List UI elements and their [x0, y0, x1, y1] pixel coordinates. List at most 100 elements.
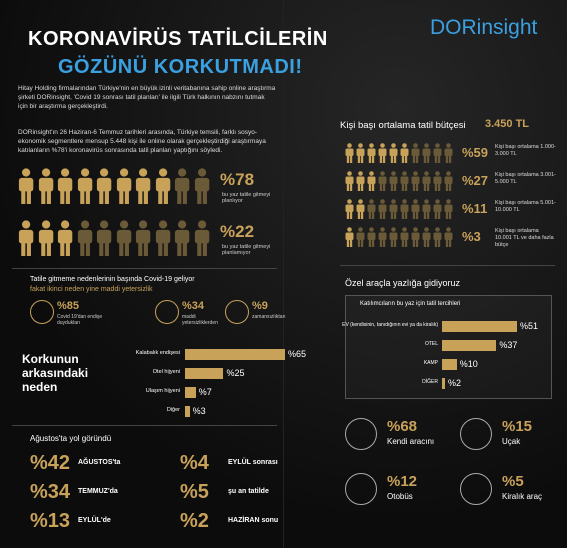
divider [340, 265, 555, 266]
person-icon [422, 227, 431, 247]
person-icon [116, 220, 131, 256]
budget-title: Kişi başı ortalama tatil bütçesi [340, 120, 466, 131]
budget-value: %3 [462, 229, 481, 244]
bar-label: OTEL [424, 341, 438, 347]
transport-icon [345, 418, 377, 450]
person-icon [367, 199, 376, 219]
person-icon [367, 227, 376, 247]
timing-value: %42 [30, 452, 71, 474]
transport-value: %68 [387, 418, 418, 435]
person-icon [96, 220, 112, 256]
brand: DORinsight [430, 16, 538, 39]
person-icon [378, 227, 387, 247]
bar-value: %65 [288, 349, 307, 359]
person-icon [18, 220, 34, 256]
reason-icon [225, 300, 249, 324]
timing-value: %5 [180, 481, 209, 503]
reason-value: %9 [252, 300, 268, 312]
person-icon [96, 168, 112, 204]
bar-value: %37 [499, 340, 518, 350]
reason-text: zamansızlıktan [252, 314, 286, 320]
person-icon [194, 168, 209, 204]
reason-text: maddi yetersizliklerden [182, 314, 218, 326]
title: KORONAVİRÜS TATİLCİLERİN [28, 28, 328, 50]
bar [442, 359, 457, 370]
divider [12, 268, 277, 269]
person-icon [400, 143, 409, 163]
chart-title: Korkunun arkasındaki neden [22, 352, 89, 394]
divider [12, 425, 277, 426]
person-icon [356, 199, 365, 219]
budget-text: Kişi başı ortalama 3.001-5.000 TL [495, 172, 556, 185]
bar-label: EV (kendisinin, tanıdığının evi ya da ki… [342, 322, 438, 328]
bar-value: %2 [447, 378, 461, 388]
intro-text: DORinsight'ın 26 Haziran-6 Temmuz tarihl… [18, 129, 266, 154]
bar [185, 406, 190, 417]
transport-title: Özel araçla yazlığa gidiyoruz [345, 278, 461, 288]
budget-text: Kişi başı ortalama 10.001 TL ve daha faz… [495, 228, 554, 248]
person-icon [378, 199, 387, 219]
transport-text: Otobüs [387, 492, 413, 501]
person-icon [174, 168, 190, 204]
transport-icon [460, 473, 492, 505]
bar-label: Ulaşım hijyeni [145, 388, 180, 394]
chart-title: Katılımcıların bu yaz için tatil tercihl… [360, 301, 461, 307]
bar [442, 378, 445, 389]
person-icon [400, 171, 409, 191]
person-icon [57, 220, 73, 256]
transport-value: %5 [502, 473, 524, 490]
plan-text: bu yaz tatile gitmeyi planlamıyor [222, 244, 271, 256]
plan-value: %22 [220, 222, 255, 241]
reason-value: %34 [182, 300, 205, 312]
person-icon [38, 220, 53, 256]
person-icon [422, 199, 431, 219]
budget-text: Kişi başı ortalama 1.000-3.000 TL [495, 144, 556, 157]
person-icon [411, 143, 420, 163]
person-icon [356, 171, 365, 191]
person-icon [77, 220, 92, 256]
person-icon [422, 143, 431, 163]
person-icon [433, 199, 442, 219]
person-icon [444, 227, 453, 247]
timing-text: şu an tatilde [228, 488, 269, 495]
timing-text: AĞUSTOS'ta [78, 459, 121, 466]
transport-value: %12 [387, 473, 418, 490]
timing-value: %2 [180, 510, 209, 532]
person-icon [356, 227, 365, 247]
bar [185, 387, 196, 398]
timing-value: %13 [30, 510, 71, 532]
reason-icon [30, 300, 54, 324]
person-icon [411, 227, 420, 247]
bar-label: Kalabalık endişesi [135, 350, 180, 356]
plan-value: %78 [220, 170, 255, 189]
transport-icon [460, 418, 492, 450]
bar-label: DİĞER [422, 379, 438, 385]
person-icon [411, 199, 420, 219]
bar [442, 340, 497, 351]
person-icon [400, 199, 409, 219]
bar-value: %7 [198, 387, 212, 397]
person-icon [194, 220, 209, 256]
plan-text: bu yaz tatile gitmeyi planlıyor [222, 192, 271, 204]
person-icon [356, 143, 365, 163]
person-icon [367, 143, 376, 163]
person-icon [378, 143, 387, 163]
timing-title: Ağustos'ta yol göründü [30, 434, 112, 443]
person-icon [155, 220, 170, 256]
reason-value: %85 [57, 300, 80, 312]
person-icon [389, 199, 398, 219]
title: GÖZÜNÜ KORKUTMADI! [58, 56, 303, 78]
person-icon [389, 171, 398, 191]
column-divider [283, 0, 284, 548]
person-icon [155, 168, 170, 204]
transport-value: %15 [502, 418, 533, 435]
transport-text: Uçak [502, 437, 521, 446]
timing-text: EYLÜL'de [78, 517, 111, 524]
person-icon [345, 227, 354, 247]
bar-label: Diğer [166, 407, 180, 413]
person-icon [400, 227, 409, 247]
reason-text: Covid 19'dan endişe duydukları [57, 314, 103, 326]
reasons-subtitle: fakat ikinci neden yine maddi yetersizli… [30, 286, 153, 293]
reasons-title: Tatile gitmeme nedenlerinin başında Covi… [30, 276, 195, 283]
